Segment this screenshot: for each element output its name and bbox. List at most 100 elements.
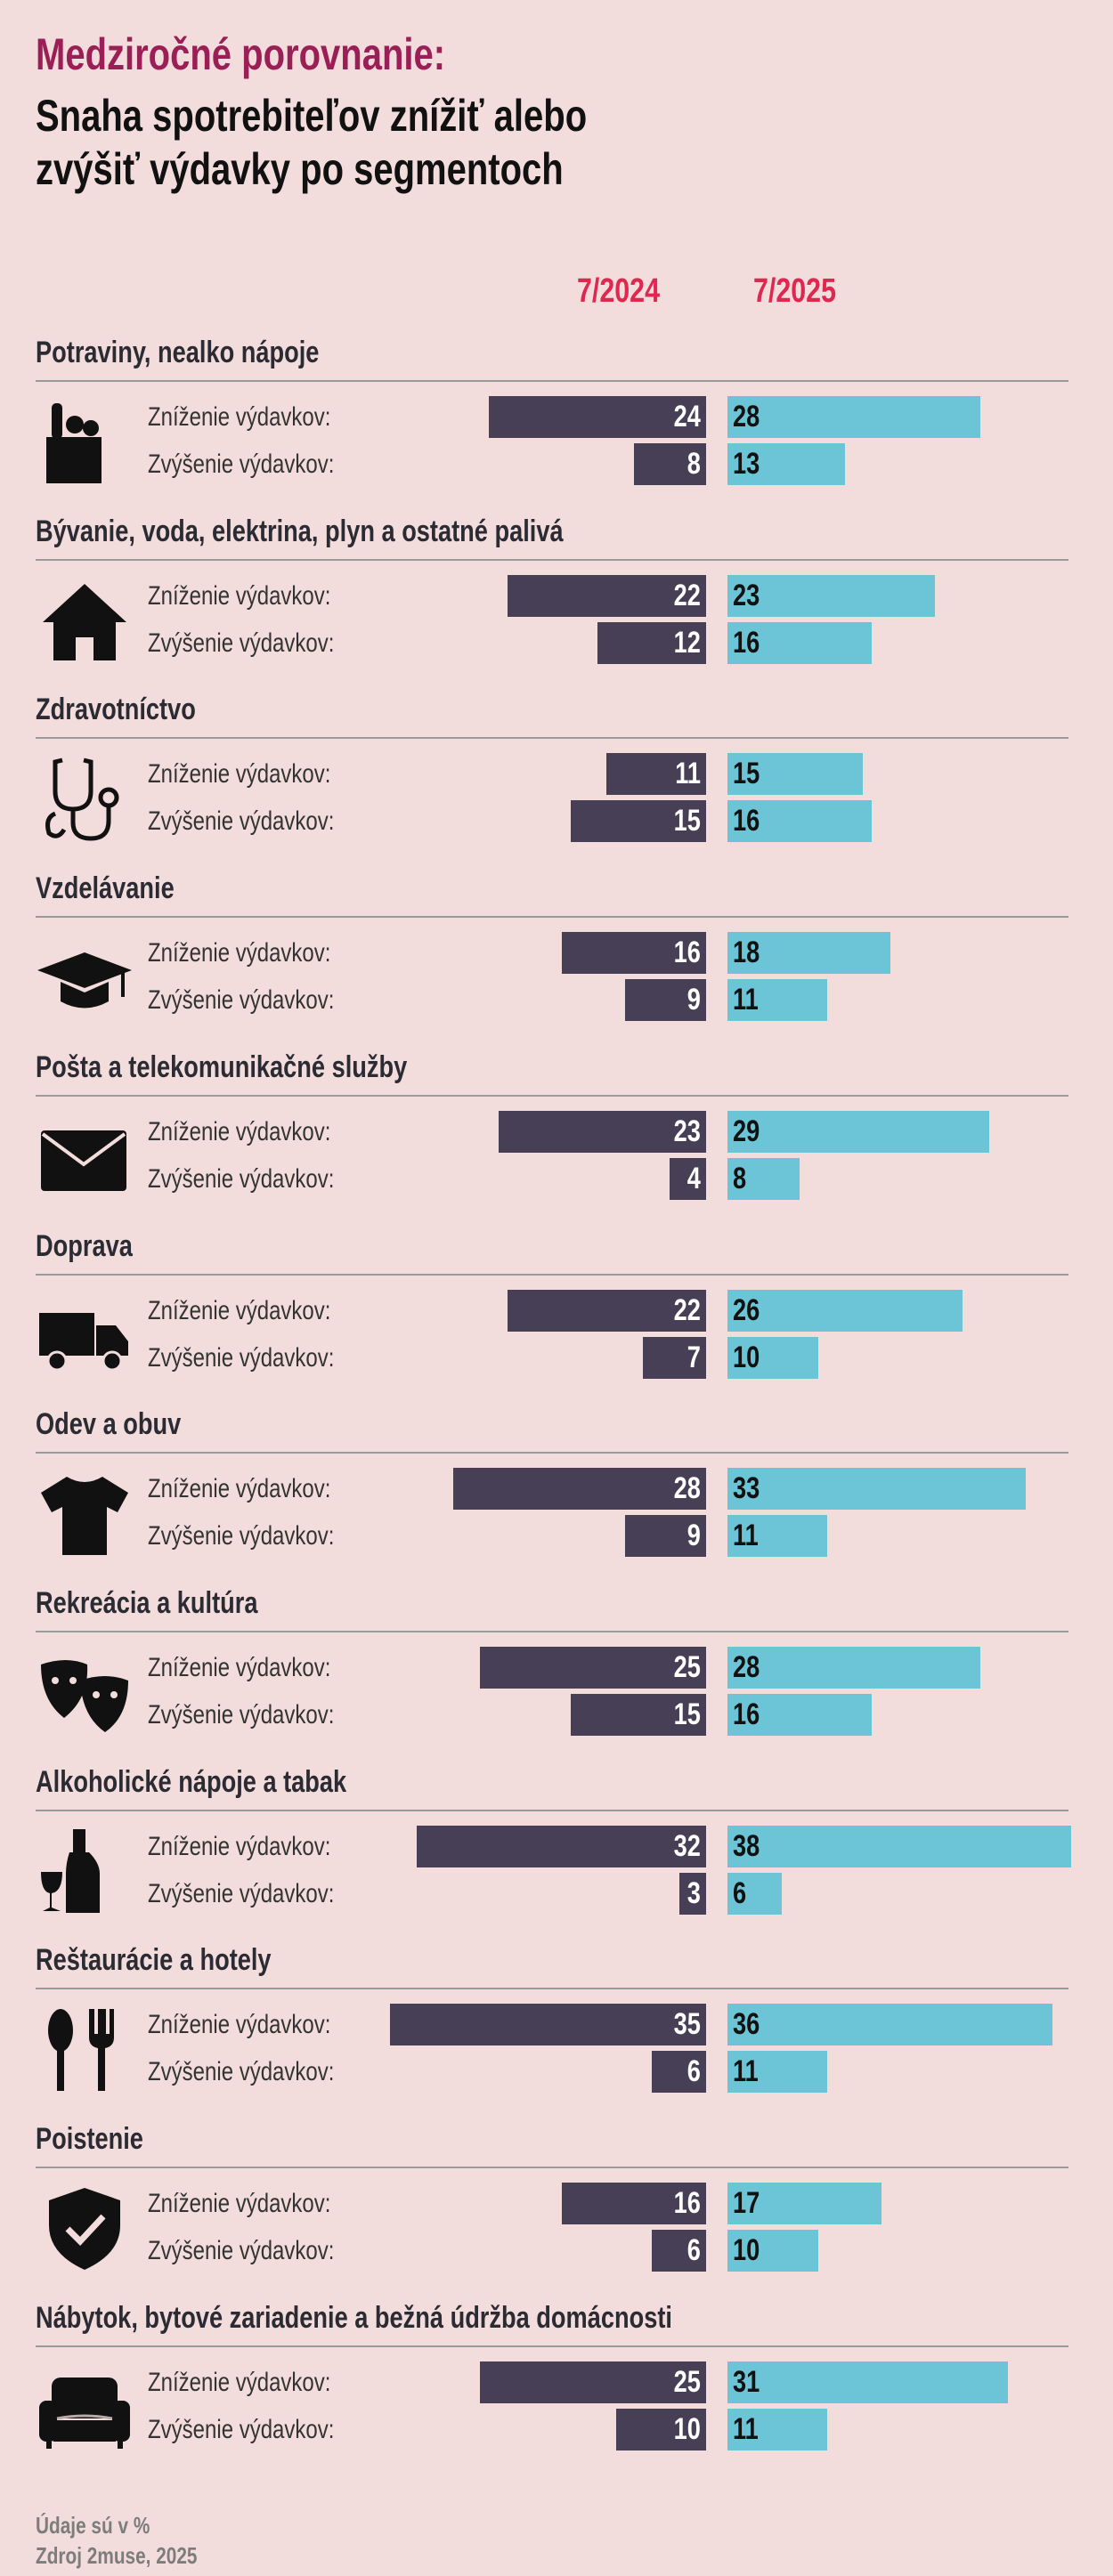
bar-2025-decrease: 36: [727, 2004, 1053, 2046]
divider: [36, 1094, 1068, 1097]
row-label: Zníženie výdavkov:: [148, 2189, 331, 2218]
bar-2025-increase: 11: [727, 979, 827, 1022]
category-title: Alkoholické nápoje a tabak: [36, 1764, 347, 1799]
cutlery-icon: [48, 2009, 114, 2092]
row-label: Zníženie výdavkov:: [148, 2367, 331, 2397]
row-label: Zníženie výdavkov:: [148, 1295, 331, 1325]
value-label: 16: [733, 1697, 760, 1731]
bar-2025-decrease: 31: [727, 2361, 1008, 2403]
value-label: 22: [673, 1292, 701, 1327]
bar-2024-decrease: 25: [480, 1646, 706, 1689]
value-label: 16: [673, 2186, 701, 2220]
legend-2025: 7/2025: [753, 272, 836, 310]
row-label: Zvýšenie výdavkov:: [148, 806, 335, 837]
value-label: 3: [686, 1875, 701, 1910]
value-label: 15: [673, 1697, 701, 1731]
value-label: 11: [733, 1519, 759, 1553]
value-label: 23: [733, 578, 760, 612]
value-label: 9: [686, 1519, 701, 1553]
bar-2024-increase: 9: [624, 1515, 706, 1558]
divider: [36, 1630, 1068, 1632]
bar-2025-increase: 16: [727, 800, 873, 843]
value-label: 24: [673, 400, 701, 433]
unit-note: Údaje sú v %: [36, 2512, 150, 2539]
category-title: Bývanie, voda, elektrina, plyn a ostatné…: [36, 514, 564, 548]
divider: [36, 380, 1068, 382]
bar-2025-increase: 6: [727, 1872, 782, 1915]
value-label: 12: [673, 625, 701, 660]
value-label: 32: [673, 1828, 701, 1863]
value-label: 6: [686, 2233, 701, 2267]
value-label: 28: [673, 1471, 701, 1506]
bar-2024-increase: 15: [570, 1693, 706, 1736]
bar-2024-increase: 8: [633, 443, 706, 485]
truck-icon: [39, 1312, 128, 1371]
divider: [36, 558, 1068, 561]
value-label: 16: [733, 625, 760, 660]
bar-2025-decrease: 38: [727, 1825, 1071, 1867]
value-label: 25: [673, 2364, 701, 2399]
row-label: Zvýšenie výdavkov:: [148, 1699, 335, 1729]
value-label: 11: [675, 757, 701, 791]
value-label: 16: [733, 804, 760, 838]
bar-2024-decrease: 32: [417, 1825, 706, 1867]
bar-2025-decrease: 29: [727, 1110, 990, 1153]
row-label: Zvýšenie výdavkov:: [148, 2057, 335, 2087]
value-label: 15: [733, 757, 760, 791]
category-title: Rekreácia a kultúra: [36, 1585, 258, 1620]
value-label: 28: [733, 1649, 760, 1684]
category-title: Doprava: [36, 1228, 133, 1263]
value-label: 10: [733, 1340, 760, 1374]
category-section: Poistenie Zníženie výdavkov: 16 17 Zvýšenie…: [0, 2122, 1113, 2291]
row-label: Zníženie výdavkov:: [148, 759, 331, 790]
bar-2025-decrease: 28: [727, 396, 981, 438]
value-label: 8: [733, 1161, 747, 1195]
bar-2025-decrease: 33: [727, 1468, 1026, 1511]
wine-bottle-icon: [41, 1828, 100, 1913]
category-title: Vzdelávanie: [36, 871, 175, 906]
bar-2025-increase: 8: [727, 1157, 800, 1200]
theater-masks-icon: [41, 1659, 128, 1732]
bar-2024-increase: 9: [624, 979, 706, 1022]
divider: [36, 1273, 1068, 1276]
bar-2025-increase: 16: [727, 621, 873, 664]
stethoscope-icon: [45, 757, 119, 841]
row-label: Zvýšenie výdavkov:: [148, 1163, 335, 1194]
category-title: Nábytok, bytové zariadenie a bežná údržb…: [36, 2300, 672, 2335]
bar-2024-decrease: 22: [507, 574, 706, 617]
category-section: Odev a obuv Zníženie výdavkov: 28 33 Zvýšen…: [0, 1407, 1113, 1576]
graduation-cap-icon: [37, 952, 132, 1009]
category-title: Odev a obuv: [36, 1407, 182, 1442]
shield-check-icon: [49, 2188, 120, 2270]
category-section: Reštaurácie a hotely Zníženie výdavkov: 3…: [0, 1943, 1113, 2112]
value-label: 17: [733, 2186, 760, 2220]
row-label: Zvýšenie výdavkov:: [148, 1342, 335, 1373]
value-label: 31: [733, 2364, 760, 2399]
bar-2024-decrease: 22: [507, 1289, 706, 1332]
tshirt-icon: [41, 1477, 128, 1556]
value-label: 7: [686, 1340, 701, 1374]
value-label: 23: [673, 1114, 701, 1148]
category-section: Vzdelávanie Zníženie výdavkov: 16 18 Zvýšen…: [0, 871, 1113, 1041]
bar-2024-increase: 12: [597, 621, 706, 664]
divider: [36, 916, 1068, 919]
value-label: 29: [733, 1114, 760, 1148]
bar-2024-increase: 4: [670, 1157, 706, 1200]
value-label: 33: [733, 1471, 760, 1506]
value-label: 16: [673, 936, 701, 970]
category-section: Bývanie, voda, elektrina, plyn a ostatné…: [0, 514, 1113, 684]
bar-2024-decrease: 24: [489, 396, 706, 438]
value-label: 8: [686, 447, 701, 481]
bar-2024-decrease: 28: [452, 1468, 706, 1511]
bar-2024-decrease: 16: [561, 932, 706, 975]
row-label: Zvýšenie výdavkov:: [148, 1878, 335, 1908]
category-title: Poistenie: [36, 2122, 143, 2156]
bar-2024-decrease: 25: [480, 2361, 706, 2403]
category-section: Doprava Zníženie výdavkov: 22 26 Zvýšenie v…: [0, 1229, 1113, 1398]
row-label: Zníženie výdavkov:: [148, 402, 331, 432]
value-label: 6: [733, 1875, 747, 1910]
category-section: Potraviny, nealko nápoje Zníženie výdavk…: [0, 336, 1113, 505]
row-label: Zvýšenie výdavkov:: [148, 1521, 335, 1551]
value-label: 22: [673, 578, 701, 612]
category-title: Reštaurácie a hotely: [36, 1943, 272, 1978]
